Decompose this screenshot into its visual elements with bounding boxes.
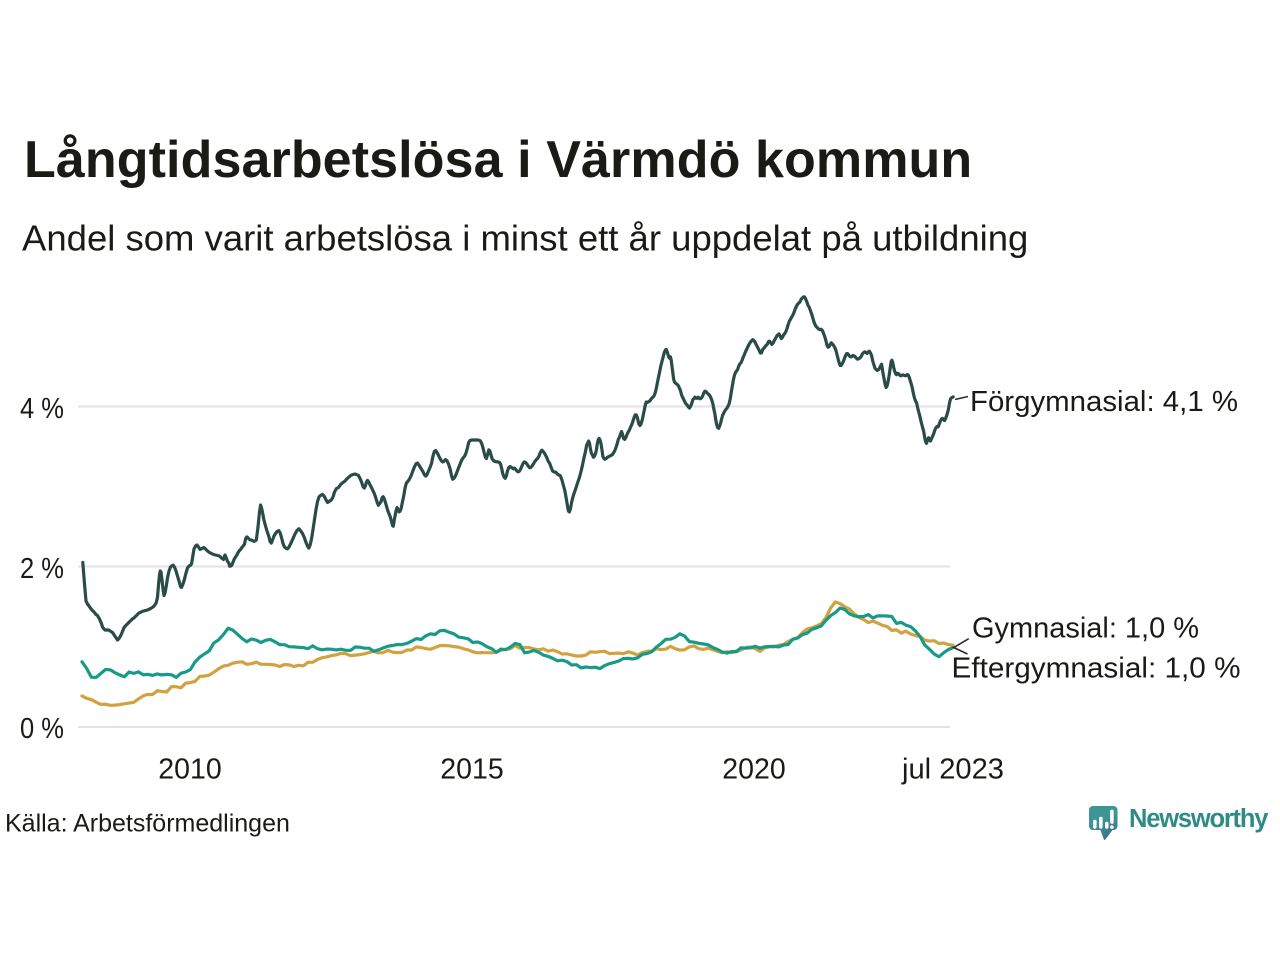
svg-text:Gymnasial: 1,0 %: Gymnasial: 1,0 %	[972, 613, 1199, 645]
svg-text:Källa: Arbetsförmedlingen: Källa: Arbetsförmedlingen	[5, 810, 290, 838]
svg-text:4 %: 4 %	[20, 393, 64, 425]
svg-text:jul 2023: jul 2023	[901, 754, 1004, 786]
svg-text:Newsworthy: Newsworthy	[1129, 805, 1269, 833]
svg-text:0 %: 0 %	[20, 713, 64, 745]
svg-text:2 %: 2 %	[20, 553, 64, 585]
svg-text:2015: 2015	[440, 754, 503, 786]
svg-text:Eftergymnasial: 1,0 %: Eftergymnasial: 1,0 %	[952, 653, 1241, 685]
svg-text:2010: 2010	[158, 754, 221, 786]
svg-text:Långtidsarbetslösa i Värmdö ko: Långtidsarbetslösa i Värmdö kommun	[24, 131, 972, 189]
svg-text:2020: 2020	[722, 754, 785, 786]
svg-text:Förgymnasial: 4,1 %: Förgymnasial: 4,1 %	[970, 386, 1238, 418]
svg-text:Andel som varit arbetslösa i m: Andel som varit arbetslösa i minst ett å…	[22, 218, 1028, 259]
